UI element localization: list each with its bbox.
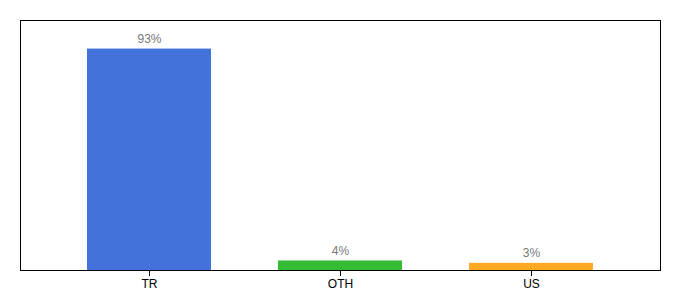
svg-text:OTH: OTH bbox=[328, 277, 353, 291]
svg-text:93%: 93% bbox=[137, 32, 161, 46]
svg-text:US: US bbox=[523, 277, 540, 291]
svg-text:3%: 3% bbox=[523, 246, 541, 260]
svg-text:TR: TR bbox=[142, 277, 158, 291]
svg-text:4%: 4% bbox=[332, 244, 350, 258]
